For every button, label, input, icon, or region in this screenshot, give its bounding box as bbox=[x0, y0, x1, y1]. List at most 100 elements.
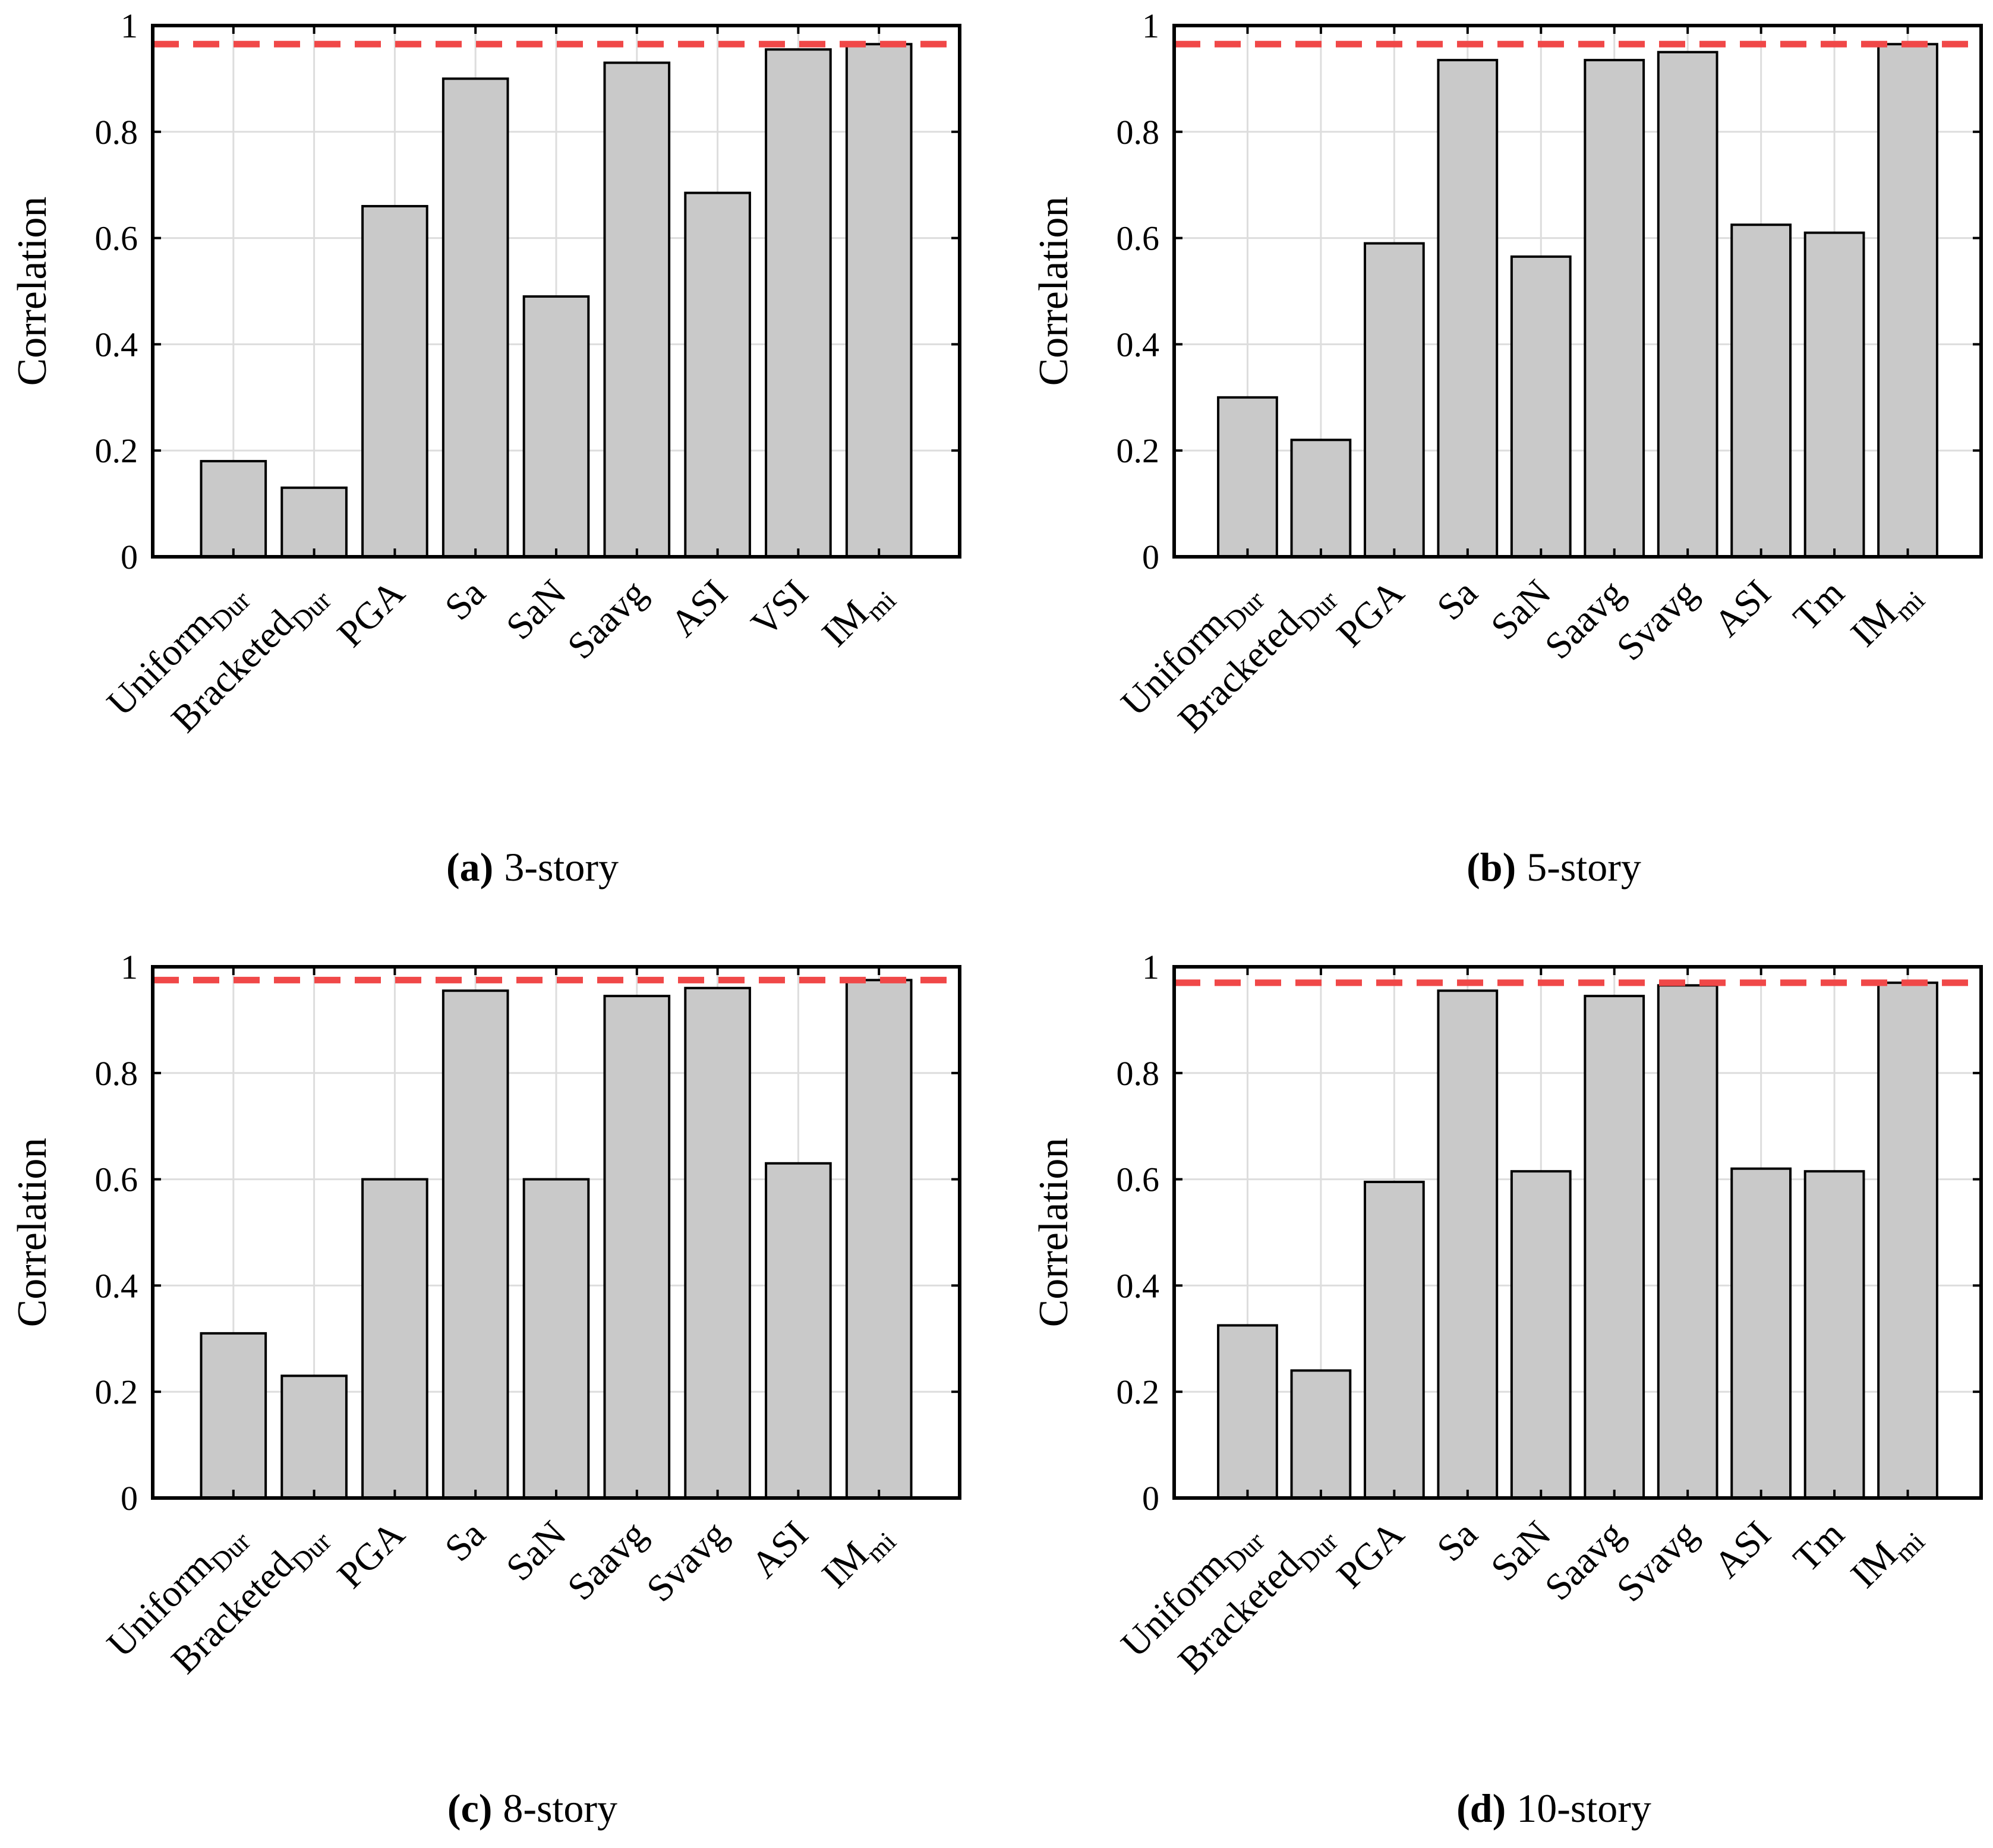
bar bbox=[603, 995, 671, 1500]
panel-caption-text: 3-story bbox=[504, 844, 619, 890]
y-axis-label: Correlation bbox=[1031, 1138, 1077, 1327]
bar bbox=[1657, 51, 1718, 558]
y-tick-label: 0.6 bbox=[95, 1160, 138, 1199]
y-tick-label: 0.8 bbox=[95, 1054, 138, 1093]
x-tick-label: IMmi bbox=[1843, 572, 1931, 660]
bar bbox=[684, 986, 751, 1499]
y-axis-label: Correlation bbox=[10, 1138, 55, 1327]
bar bbox=[684, 191, 751, 558]
bar bbox=[603, 61, 671, 558]
bar bbox=[442, 77, 509, 558]
bar bbox=[1363, 1181, 1425, 1499]
x-tick-label: Sa bbox=[437, 572, 493, 628]
panel-caption-text: 10-story bbox=[1516, 1786, 1651, 1831]
x-tick-label-main: Tm bbox=[1785, 572, 1852, 639]
y-tick-label: 0 bbox=[1142, 1479, 1159, 1518]
bar bbox=[1803, 1170, 1865, 1499]
bar bbox=[1657, 984, 1718, 1500]
bar bbox=[1217, 1324, 1278, 1499]
y-tick-label: 0.6 bbox=[1117, 1160, 1160, 1199]
x-tick-label: ASI bbox=[1705, 1513, 1778, 1586]
x-tick-label: PGA bbox=[1329, 572, 1412, 655]
x-tick-label-main: Svavg bbox=[1609, 572, 1705, 668]
bar bbox=[200, 460, 267, 559]
panel-caption: (b) 5-story bbox=[1467, 844, 1641, 890]
bar bbox=[1730, 223, 1792, 558]
x-tick-label-main: Saavg bbox=[1537, 572, 1632, 667]
bar bbox=[1730, 1167, 1792, 1499]
x-tick-label-main: PGA bbox=[1329, 572, 1412, 655]
x-tick-label-main: ASI bbox=[1705, 572, 1778, 645]
x-tick-label-main: Saavg bbox=[559, 1513, 655, 1609]
x-tick-label: PGA bbox=[329, 1513, 413, 1597]
panel-caption: (c) 8-story bbox=[447, 1786, 617, 1831]
axes-box bbox=[1172, 965, 1983, 1500]
bar bbox=[1877, 981, 1938, 1499]
x-tick-label: Tm bbox=[1785, 572, 1852, 639]
x-tick-label-main: Sa bbox=[1428, 1513, 1485, 1569]
bar bbox=[280, 486, 348, 559]
bar bbox=[1363, 242, 1425, 559]
bar bbox=[280, 1374, 348, 1499]
axes-box bbox=[1172, 24, 1983, 559]
x-tick-label-main: Tm bbox=[1785, 1513, 1852, 1580]
x-tick-label-main: Sa bbox=[437, 572, 493, 628]
y-tick-label: 0.6 bbox=[95, 219, 138, 258]
bar bbox=[361, 204, 428, 558]
x-tick-label: Sa bbox=[1428, 1513, 1485, 1569]
y-tick-label: 0.8 bbox=[95, 113, 138, 152]
x-tick-label: IMmi bbox=[813, 572, 901, 660]
bar bbox=[361, 1178, 428, 1499]
x-tick-label: ASI bbox=[1705, 572, 1778, 645]
bar bbox=[1437, 59, 1499, 559]
x-tick-label: PGA bbox=[329, 572, 413, 655]
y-tick-label: 0.4 bbox=[1117, 325, 1160, 364]
y-tick-label: 0.8 bbox=[1117, 113, 1160, 152]
x-tick-label-main: Svavg bbox=[638, 1513, 735, 1610]
x-tick-label: Saavg bbox=[559, 572, 655, 667]
bar bbox=[765, 1162, 832, 1499]
x-tick-label-main: Svavg bbox=[1609, 1513, 1705, 1610]
bar bbox=[1217, 396, 1278, 558]
y-tick-label: 0.2 bbox=[1117, 431, 1160, 470]
x-tick-label-main: ASI bbox=[1705, 1513, 1778, 1586]
bar bbox=[522, 295, 590, 558]
chart-panel-d: 00.20.40.60.81CorrelationUniformDurBrack… bbox=[1031, 948, 1983, 1831]
y-tick-label: 1 bbox=[1142, 7, 1159, 45]
x-tick-label: Svavg bbox=[638, 1513, 735, 1610]
x-tick-label: Saavg bbox=[1537, 572, 1632, 667]
x-tick-label-main: PGA bbox=[1329, 1513, 1412, 1597]
y-tick-label: 0.4 bbox=[95, 325, 138, 364]
bar bbox=[1510, 255, 1572, 558]
panel-caption-label: (c) bbox=[447, 1786, 492, 1831]
bar bbox=[442, 989, 509, 1499]
y-tick-label: 0.2 bbox=[1117, 1373, 1160, 1411]
panel-caption-label: (a) bbox=[446, 844, 493, 890]
x-tick-label: Saavg bbox=[1537, 1513, 1632, 1609]
x-tick-label-main: Sa bbox=[1428, 572, 1485, 628]
x-tick-label-main: ASI bbox=[743, 1513, 816, 1586]
bar bbox=[1803, 231, 1865, 559]
y-tick-label: 1 bbox=[1142, 948, 1159, 986]
y-tick-label: 0 bbox=[121, 1479, 138, 1518]
bar bbox=[765, 48, 832, 559]
x-tick-label: ASI bbox=[743, 1513, 816, 1586]
y-tick-label: 0.4 bbox=[95, 1266, 138, 1305]
chart-panel-b: 00.20.40.60.81CorrelationUniformDurBrack… bbox=[1031, 7, 1983, 890]
bar bbox=[1290, 1369, 1352, 1499]
y-tick-label: 0.2 bbox=[95, 431, 138, 470]
panel-caption-label: (d) bbox=[1456, 1786, 1506, 1831]
y-tick-label: 0 bbox=[1142, 538, 1159, 576]
panel-caption: (a) 3-story bbox=[446, 844, 619, 890]
chart-panel-a: 00.20.40.60.81CorrelationUniformDurBrack… bbox=[10, 7, 961, 890]
x-tick-label: PGA bbox=[1329, 1513, 1412, 1597]
bar bbox=[845, 43, 913, 559]
panel-caption-text: 5-story bbox=[1527, 844, 1641, 890]
y-tick-label: 0.6 bbox=[1117, 219, 1160, 258]
x-tick-label-main: Saavg bbox=[559, 572, 655, 667]
x-tick-label: Sa bbox=[437, 1513, 493, 1569]
x-tick-label: ASI bbox=[662, 572, 735, 645]
x-tick-label: Saavg bbox=[559, 1513, 655, 1609]
x-tick-label-main: VSI bbox=[743, 572, 816, 645]
